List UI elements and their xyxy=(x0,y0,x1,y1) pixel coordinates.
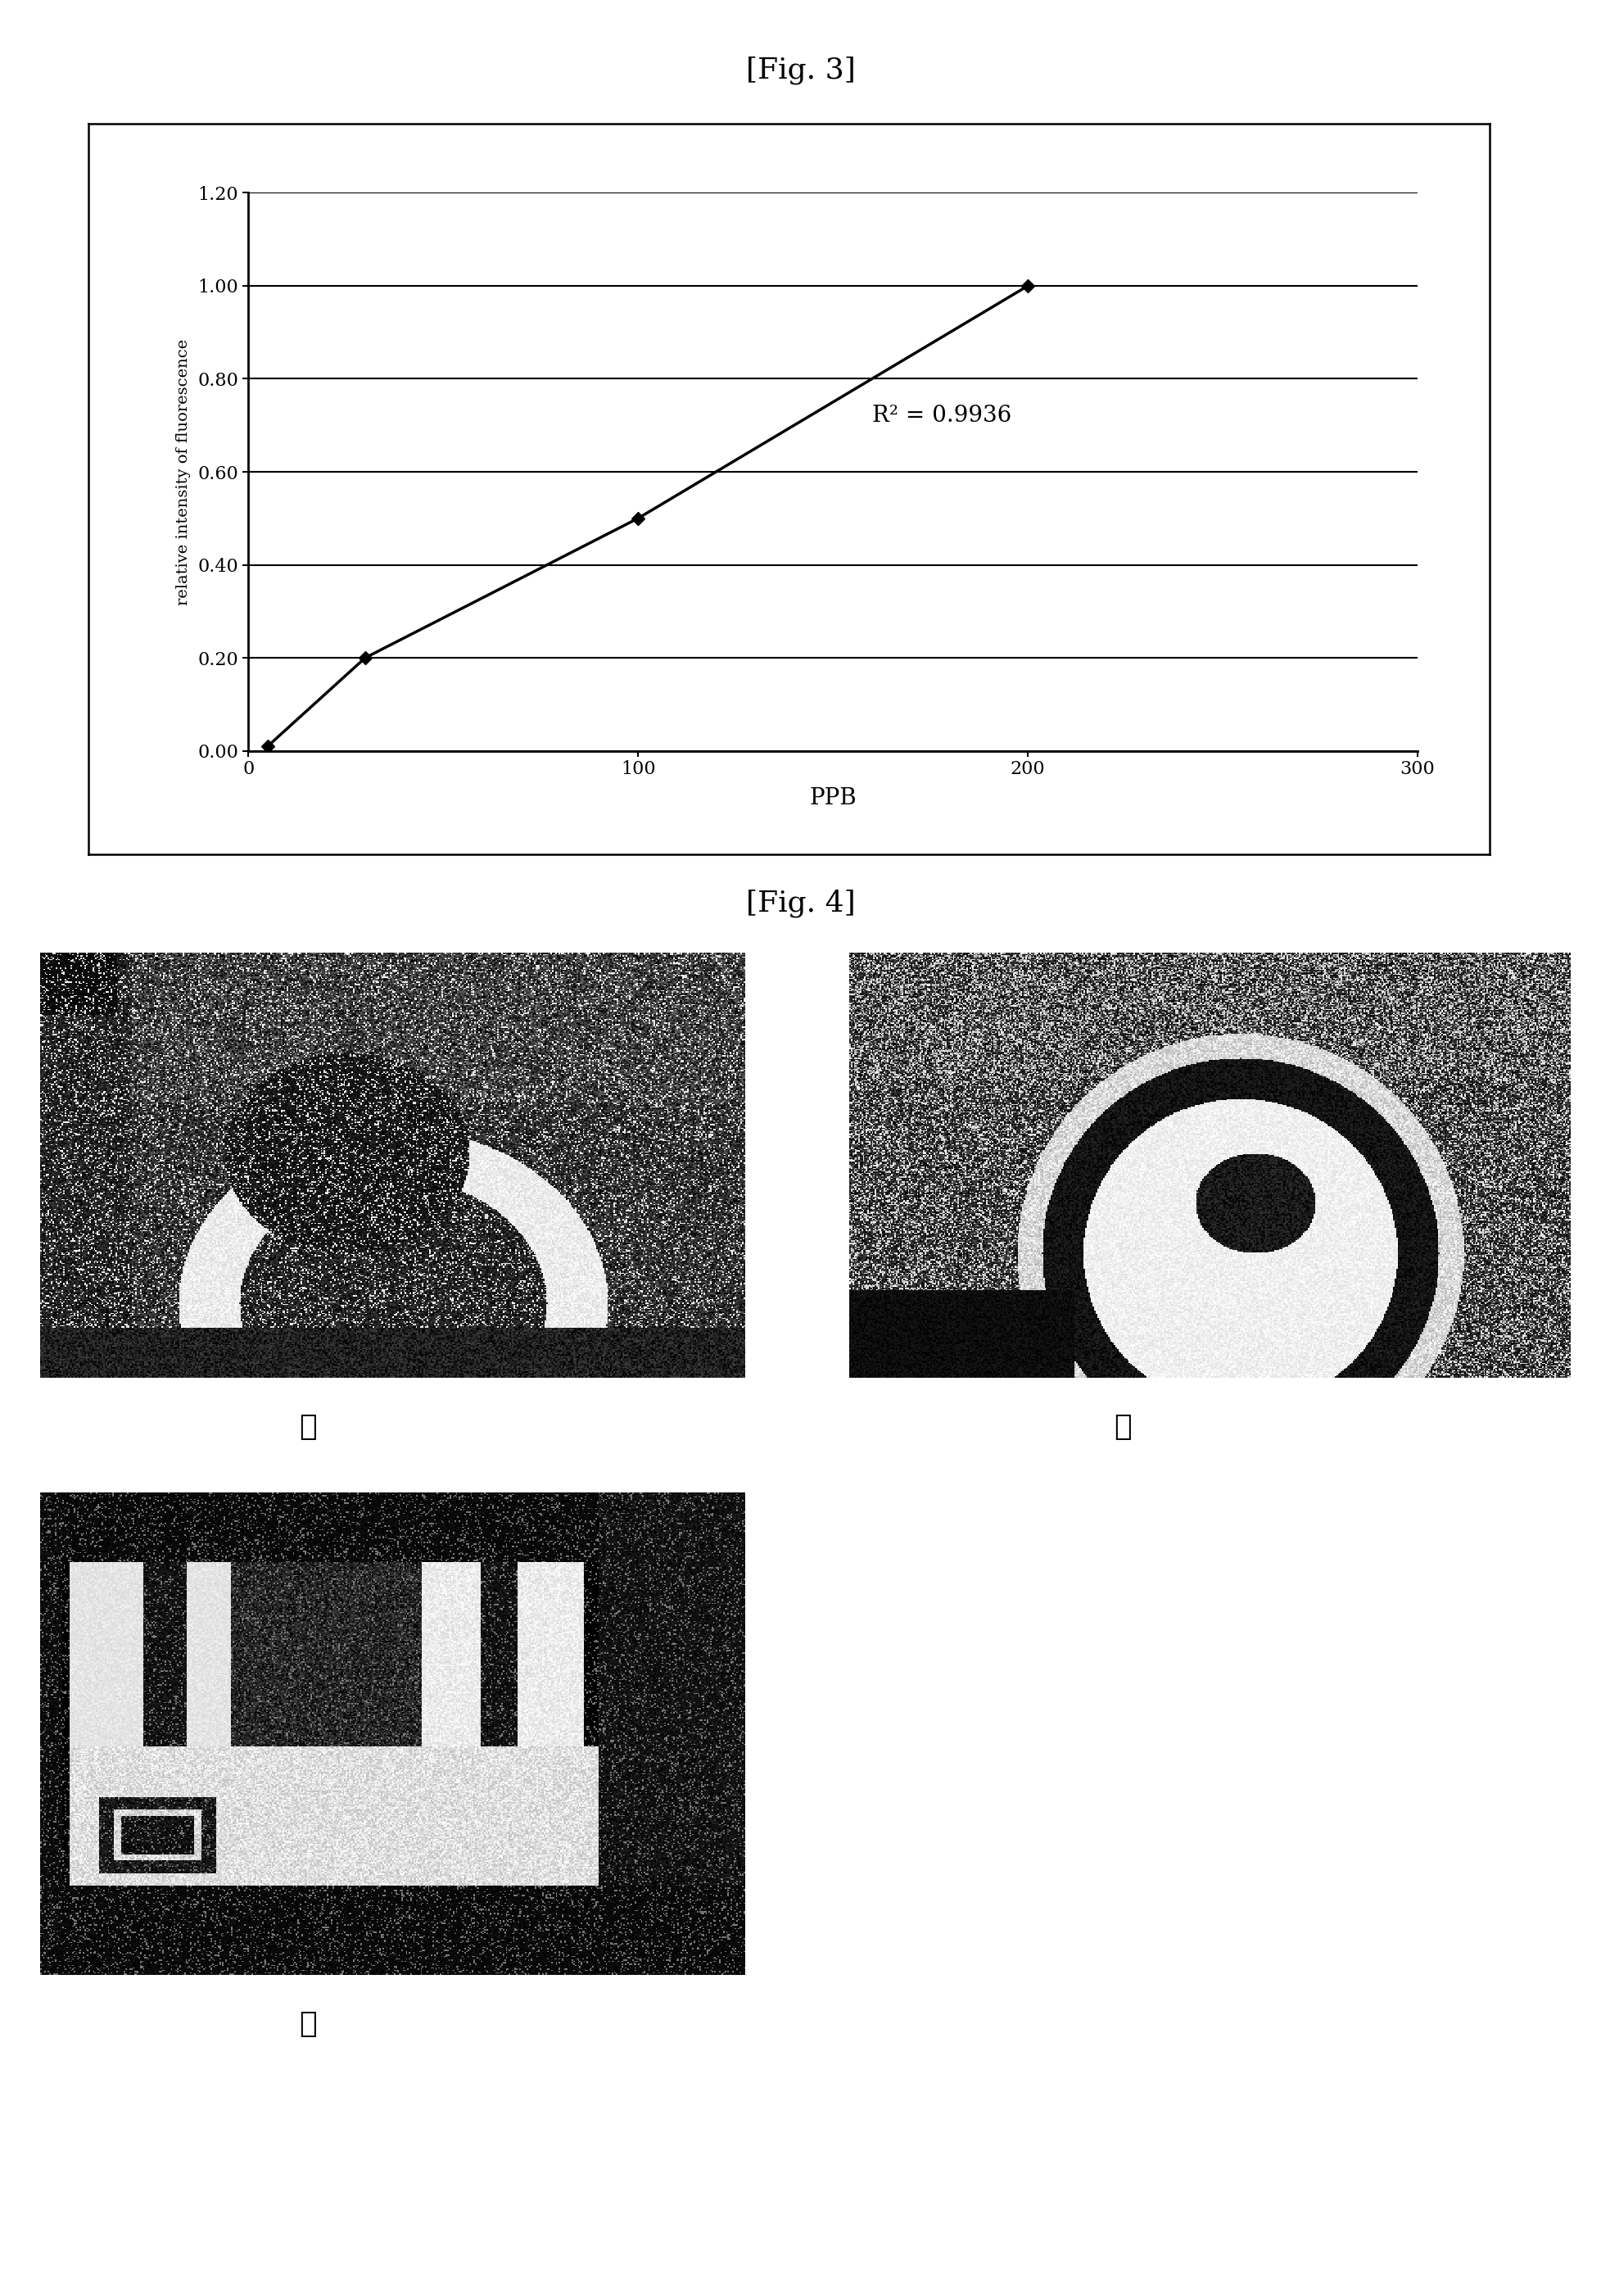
Text: [Fig. 4]: [Fig. 4] xyxy=(746,889,855,918)
Text: [Fig. 3]: [Fig. 3] xyxy=(746,55,855,85)
X-axis label: PPB: PPB xyxy=(809,788,857,810)
Y-axis label: relative intensity of fluorescence: relative intensity of fluorescence xyxy=(176,338,191,606)
Text: ①: ① xyxy=(299,1412,317,1442)
Text: R² = 0.9936: R² = 0.9936 xyxy=(871,404,1010,427)
Text: ②: ② xyxy=(1113,1412,1132,1442)
Text: ③: ③ xyxy=(299,2009,317,2039)
